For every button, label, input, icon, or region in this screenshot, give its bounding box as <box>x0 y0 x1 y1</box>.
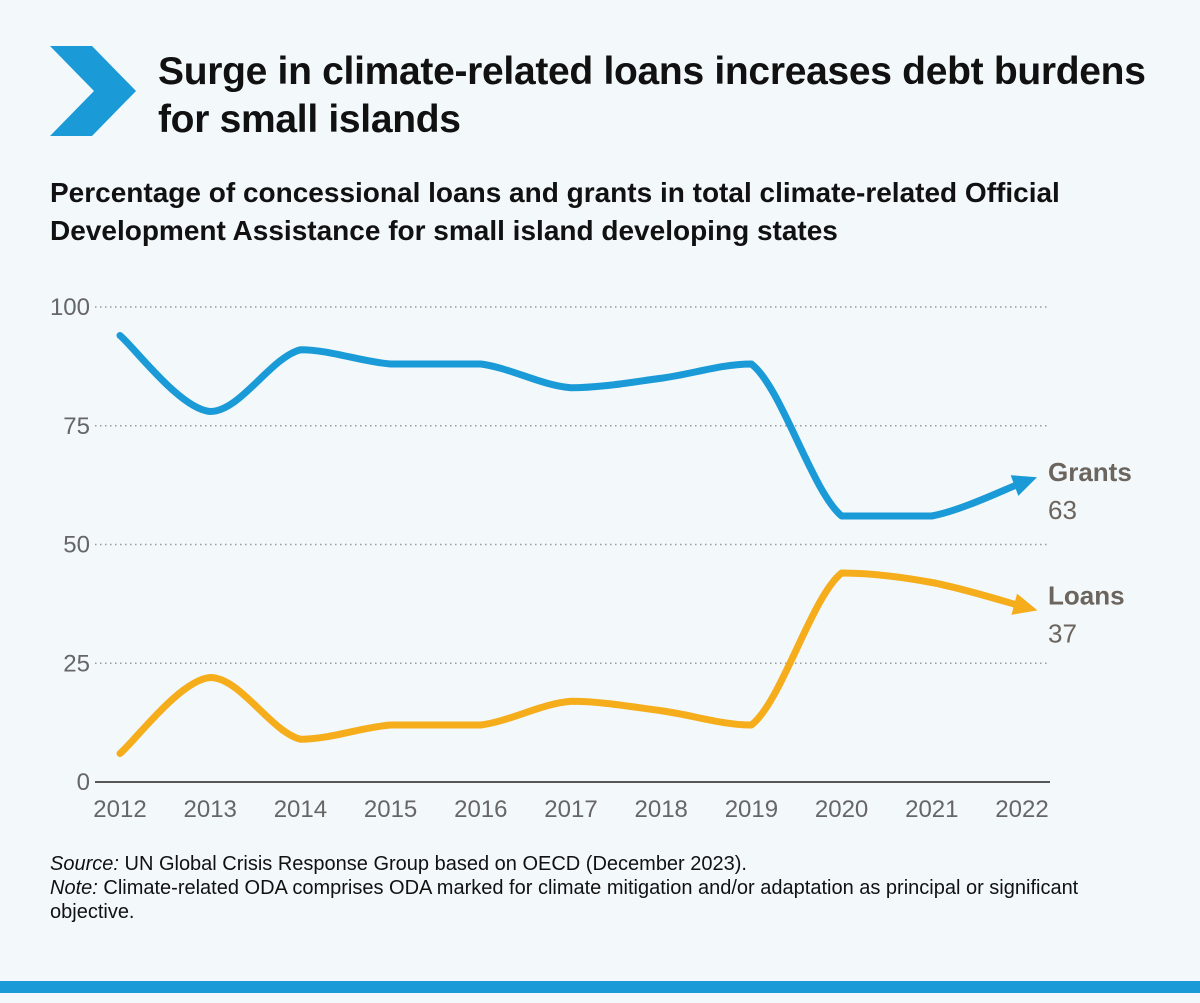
x-tick-label: 2014 <box>274 796 327 823</box>
x-tick-label: 2016 <box>454 796 507 823</box>
grants-arrow-icon <box>1010 475 1038 496</box>
grants-end-value: 63 <box>1048 495 1077 525</box>
y-tick-label: 25 <box>63 650 90 677</box>
x-tick-label: 2015 <box>364 796 417 823</box>
x-tick-label: 2018 <box>635 796 688 823</box>
chart-subtitle: Percentage of concessional loans and gra… <box>50 177 1060 246</box>
note-line: Note: Climate-related ODA comprises ODA … <box>50 877 1079 923</box>
footer-notes: Source: UN Global Crisis Response Group … <box>50 852 1160 924</box>
y-tick-label: 75 <box>63 413 90 440</box>
x-tick-label: 2012 <box>93 796 146 823</box>
bottom-accent-bar <box>0 981 1200 993</box>
y-tick-label: 0 <box>77 769 90 796</box>
x-tick-label: 2019 <box>725 796 778 823</box>
loans-arrow-icon <box>1011 593 1038 615</box>
grants-series-label: Grants <box>1048 457 1132 487</box>
x-tick-label: 2020 <box>815 796 868 823</box>
page-title: Surge in climate-related loans increases… <box>158 50 1146 141</box>
loans-series-label: Loans <box>1048 580 1125 610</box>
x-tick-label: 2017 <box>544 796 597 823</box>
source-line: Source: UN Global Crisis Response Group … <box>50 853 747 875</box>
x-tick-label: 2021 <box>905 796 958 823</box>
line-chart: 0 25 50 75 100 2012 2013 2014 2015 2016 2017 2018 20… <box>50 294 1132 823</box>
x-tick-label: 2022 <box>995 796 1048 823</box>
chevron-logo-icon <box>50 46 136 136</box>
x-tick-label: 2013 <box>184 796 237 823</box>
y-tick-label: 100 <box>50 294 90 321</box>
y-tick-label: 50 <box>63 532 90 559</box>
loans-end-value: 37 <box>1048 618 1077 648</box>
